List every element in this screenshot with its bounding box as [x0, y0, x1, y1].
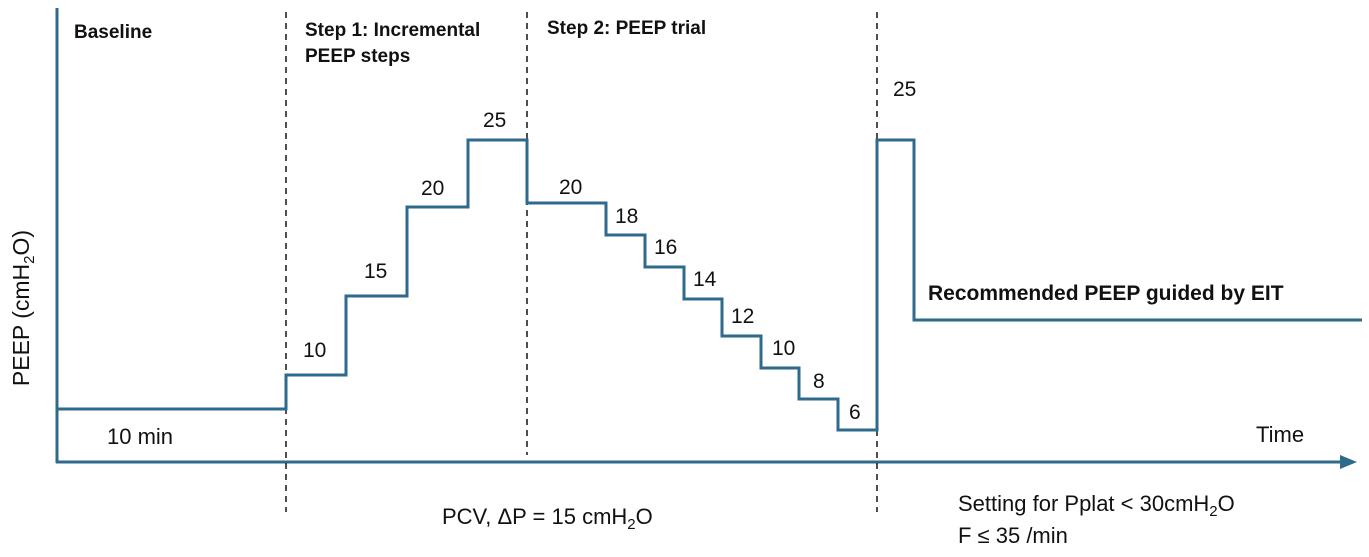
phase-label-baseline: Baseline — [74, 22, 152, 43]
incremental-step-value: 25 — [483, 109, 506, 132]
phase-label-step1-line2: PEEP steps — [305, 46, 410, 67]
trial-step-value: 6 — [849, 401, 861, 424]
baseline-duration-label: 10 min — [107, 424, 173, 449]
recommended-peep-label: Recommended PEEP guided by EIT — [928, 282, 1284, 305]
trial-step-value: 20 — [559, 176, 582, 199]
incremental-step-value: 20 — [421, 177, 444, 200]
incremental-step-value: 15 — [364, 260, 387, 283]
phase-label-step1-line1: Step 1: Incremental — [305, 20, 480, 41]
y-axis-label: PEEP (cmH2O) — [8, 230, 38, 386]
incremental-step-value: 10 — [303, 339, 326, 362]
x-axis-label: Time — [1256, 422, 1304, 447]
peep-trace — [57, 138, 1362, 432]
phase-label-step2: Step 2: PEEP trial — [547, 18, 706, 39]
trial-step-value: 18 — [615, 205, 638, 228]
trial-step-value: 8 — [813, 370, 825, 393]
ventilation-mode-label: PCV, ΔP = 15 cmH2O — [442, 504, 653, 533]
trial-step-value: 10 — [772, 337, 795, 360]
recruitment-peak-value: 25 — [893, 78, 916, 101]
trial-step-value: 12 — [731, 305, 754, 328]
settings-pplat-label: Setting for Pplat < 30cmH2O — [958, 491, 1235, 520]
settings-frequency-label: F ≤ 35 /min — [958, 523, 1068, 548]
x-axis-arrowhead — [1340, 455, 1357, 469]
trial-step-value: 16 — [654, 236, 677, 259]
trial-step-value: 14 — [693, 268, 717, 291]
